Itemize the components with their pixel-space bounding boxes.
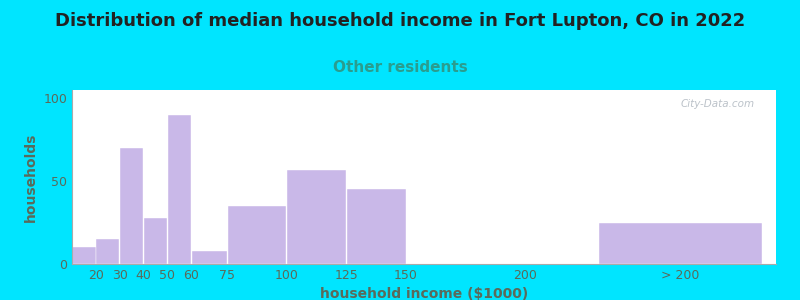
Bar [347,189,406,264]
X-axis label: household income ($1000): household income ($1000) [320,287,528,300]
Bar [120,148,143,264]
Bar [192,251,226,264]
Text: Distribution of median household income in Fort Lupton, CO in 2022: Distribution of median household income … [55,12,745,30]
Bar [228,206,286,264]
Y-axis label: households: households [24,132,38,222]
Bar [598,223,762,264]
Bar [144,218,167,264]
Bar [96,239,119,264]
Bar [72,248,96,264]
Text: City-Data.com: City-Data.com [681,99,755,109]
Bar [287,169,346,264]
Bar [168,115,191,264]
Text: Other residents: Other residents [333,60,467,75]
